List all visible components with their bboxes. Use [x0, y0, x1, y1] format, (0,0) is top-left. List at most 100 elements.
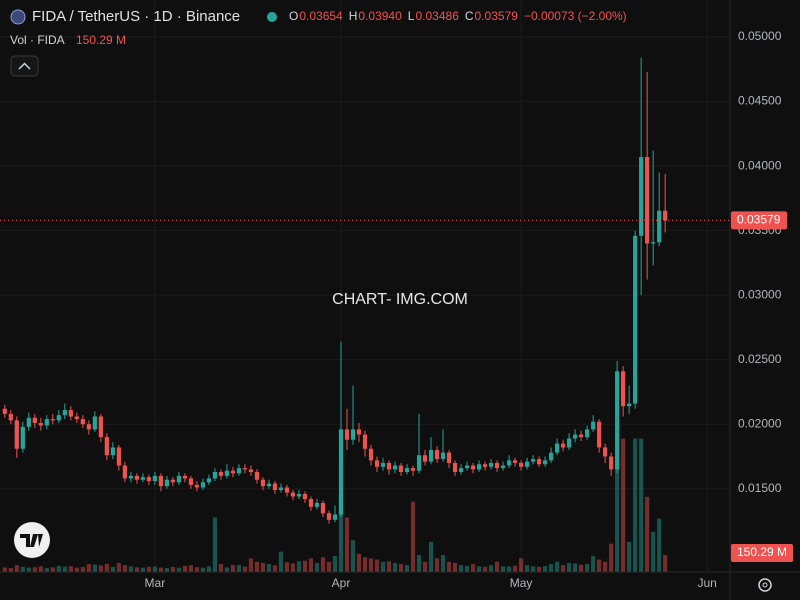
candle-body [326, 513, 332, 520]
candle-body [272, 483, 278, 491]
volume-bar [170, 567, 175, 572]
candle-body [494, 462, 500, 469]
volume-bar [254, 561, 260, 572]
volume-bar [104, 563, 109, 572]
volume-bar [561, 565, 566, 572]
y-tick-label: 0.02500 [738, 352, 782, 366]
volume-bar [615, 461, 620, 572]
candle-body [482, 464, 488, 467]
candle-body [188, 478, 194, 485]
candle-body [266, 483, 272, 487]
volume-bar [603, 561, 608, 572]
candle-body [104, 437, 109, 456]
volume-bar [645, 496, 650, 572]
candle-body [122, 465, 127, 479]
y-tick-label: 0.04500 [738, 94, 782, 108]
candle-body [200, 482, 206, 488]
volume-bar [260, 562, 266, 572]
volume-bar [326, 561, 332, 572]
candle-body [663, 210, 668, 221]
candle-body [158, 475, 163, 487]
volume-bar [573, 563, 578, 572]
volume-bar [230, 565, 236, 572]
ohlc-value: 0.03940 [358, 9, 402, 23]
volume-bar [38, 566, 43, 572]
candle-body [248, 469, 254, 472]
candle-body [236, 468, 242, 474]
volume-bar [416, 554, 422, 572]
volume-bar [591, 556, 596, 572]
volume-bar [122, 565, 127, 572]
volume-bar [236, 564, 242, 572]
ohlc-legend: O 0.03654 H 0.03940 L 0.03486 C 0.03579 −0.00073… [289, 9, 627, 23]
candle-body [639, 157, 644, 236]
volume-bar [188, 565, 194, 572]
volume-bar [404, 565, 410, 572]
volume-bar [500, 566, 506, 572]
volume-bar [134, 567, 139, 572]
candle-body [542, 460, 548, 465]
volume-bar [314, 562, 320, 572]
candle-body [470, 465, 476, 470]
axes: 0.015000.020000.025000.030000.035000.040… [145, 29, 793, 590]
volume-bar [200, 567, 206, 572]
candle-body [536, 459, 542, 465]
volume-bar [26, 567, 31, 572]
volume-bar [362, 557, 368, 572]
volume-bar [542, 566, 548, 572]
last-volume-box [731, 544, 793, 562]
candle-body [657, 210, 662, 243]
candle-body [585, 429, 590, 438]
candle-body [404, 468, 410, 472]
candle-body [116, 447, 121, 466]
volume-bar [32, 567, 37, 572]
candle-body [146, 477, 151, 482]
ohlc-value: 0.03486 [415, 9, 459, 23]
candle-body [573, 434, 578, 439]
volume-bar [296, 561, 302, 572]
candle-body [26, 417, 31, 427]
candle-body [230, 470, 236, 474]
candle-body [182, 475, 188, 479]
volume-bar [536, 566, 542, 572]
ohlc-value: 0.03654 [299, 9, 343, 23]
candle-body [224, 470, 230, 476]
volume-bar [597, 559, 602, 572]
volume-bar [116, 562, 121, 572]
volume-bar [452, 562, 458, 572]
volume-bar [663, 554, 668, 572]
candle-body [615, 371, 620, 470]
y-tick-label: 0.03000 [738, 287, 782, 301]
candle-body [350, 429, 356, 440]
candle-body [386, 462, 392, 470]
candle-body [242, 468, 248, 470]
candle-body [561, 443, 566, 448]
ohlc-value: 0.03579 [475, 9, 519, 23]
volume-bar [350, 540, 356, 572]
volume-bar [627, 541, 632, 572]
x-tick-label: Mar [145, 576, 166, 590]
volume-bar [182, 565, 188, 572]
volume-bar [194, 567, 200, 572]
volume-bar [152, 566, 157, 572]
volume-bar [446, 561, 452, 572]
x-tick-label: Apr [332, 576, 351, 590]
candle-body [410, 468, 416, 471]
candle-body [110, 447, 115, 456]
collapse-icon [18, 62, 31, 70]
volume-bar [621, 438, 626, 572]
candle-body [92, 416, 97, 430]
candle-body [380, 462, 386, 467]
candle-body [284, 487, 290, 493]
candle-body [134, 475, 139, 480]
collapse-button[interactable] [10, 55, 39, 77]
volume-bar [56, 565, 61, 572]
ohlc-key: H [349, 9, 358, 23]
candle-body [14, 420, 19, 449]
settings-icon[interactable] [758, 578, 772, 592]
volume-bar [206, 566, 212, 572]
volume-bar [464, 565, 470, 572]
volume-bar [549, 564, 554, 572]
candle-body [74, 416, 79, 420]
volume-bar [332, 556, 338, 572]
